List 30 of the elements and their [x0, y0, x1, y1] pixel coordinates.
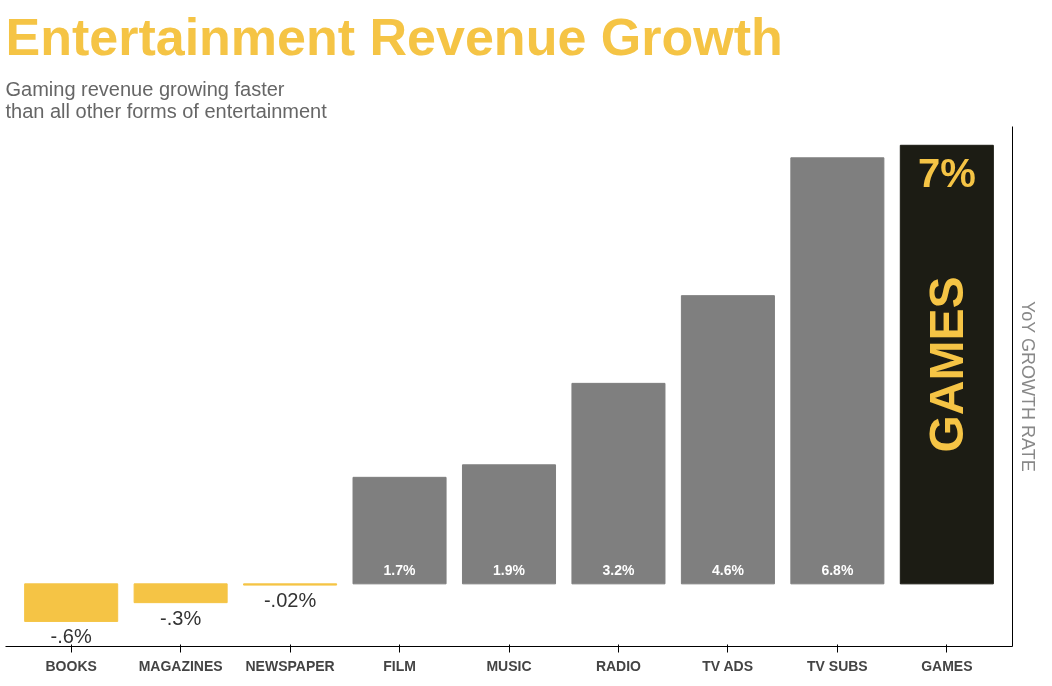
- data-label: 7%: [917, 151, 976, 196]
- data-label: 4.6%: [711, 561, 745, 578]
- chart-subtitle: Gaming revenue growing faster than all other forms of entertainment: [5, 77, 328, 122]
- chart-title: Entertainment Revenue Growth: [5, 7, 783, 66]
- x-tick-label: GAMES: [921, 657, 973, 674]
- bar: [24, 583, 119, 622]
- y-axis-title: YoY GROWTH RATE: [1017, 300, 1038, 472]
- data-label: 1.9%: [493, 561, 526, 578]
- bar: [899, 144, 994, 585]
- annotation: GAMES: [920, 276, 974, 453]
- data-label: 6.8%: [821, 561, 854, 578]
- data-label: 1.7%: [383, 561, 417, 578]
- x-tick-label: BOOKS: [45, 657, 97, 674]
- x-tick-label: NEWSPAPER: [245, 657, 335, 674]
- data-label: -.02%: [263, 589, 317, 612]
- bar: [571, 382, 666, 585]
- data-label: 3.2%: [602, 561, 635, 578]
- bar: [133, 583, 228, 604]
- x-tick-label: FILM: [383, 657, 416, 674]
- x-tick-label: RADIO: [595, 657, 642, 674]
- x-tick-label: TV SUBS: [807, 657, 868, 674]
- bar: [352, 476, 447, 585]
- data-label: -.3%: [160, 606, 202, 629]
- x-tick-label: MUSIC: [486, 657, 532, 674]
- x-tick-label: TV ADS: [702, 657, 754, 674]
- data-label: -.6%: [50, 625, 92, 648]
- bar: [461, 464, 557, 585]
- x-tick-label: MAGAZINES: [138, 657, 223, 674]
- bar: [790, 157, 885, 585]
- bar: [680, 295, 775, 585]
